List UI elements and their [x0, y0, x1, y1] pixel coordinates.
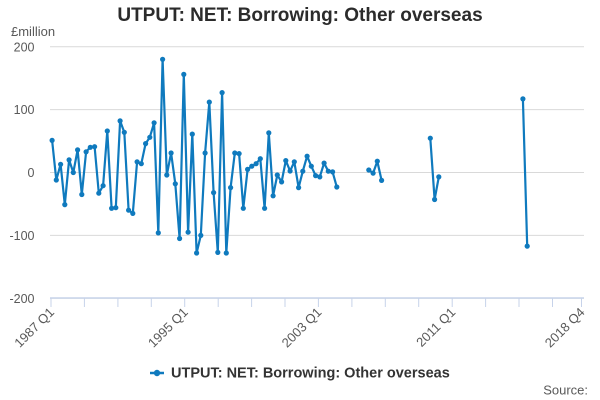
svg-text:100: 100 — [14, 103, 35, 117]
svg-text:UTPUT: NET: Borrowing: Other o: UTPUT: NET: Borrowing: Other overseas — [171, 366, 450, 382]
svg-text:-100: -100 — [9, 229, 34, 243]
svg-text:-200: -200 — [9, 292, 34, 306]
svg-text:200: 200 — [14, 40, 35, 54]
svg-text:£million: £million — [11, 24, 55, 39]
svg-text:Source:: Source: — [543, 383, 588, 398]
svg-text:0: 0 — [28, 166, 35, 180]
svg-text:UTPUT: NET: Borrowing: Other o: UTPUT: NET: Borrowing: Other overseas — [117, 5, 482, 26]
